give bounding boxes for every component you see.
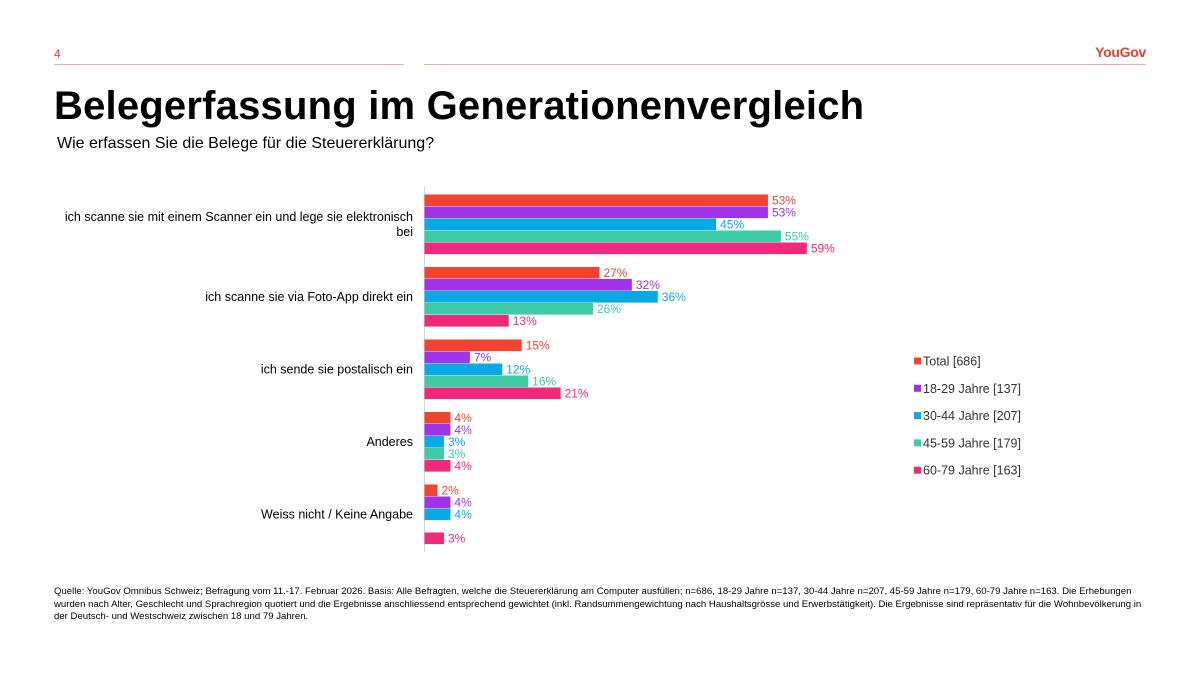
- data-label: 32%: [636, 278, 660, 292]
- bar: [424, 484, 438, 497]
- bar: [424, 387, 561, 400]
- chart-legend: Total [686] 18-29 Jahre [137] 30-44 Jahre …: [914, 355, 1021, 478]
- legend-swatch: [914, 466, 921, 474]
- bar: [424, 206, 768, 219]
- bar: [424, 448, 444, 460]
- bars: [424, 194, 807, 545]
- data-label: 45%: [720, 218, 744, 232]
- bar: [424, 424, 451, 436]
- category-label: Anderes: [366, 435, 413, 449]
- bar: [424, 532, 444, 545]
- legend-label: 45-59 Jahre [179]: [923, 436, 1021, 450]
- legend-swatch: [914, 439, 921, 447]
- data-label: 53%: [772, 206, 796, 220]
- yougov-logo: YouGov: [1095, 44, 1146, 60]
- data-label: 2%: [441, 484, 459, 498]
- data-label: 15%: [526, 339, 550, 353]
- data-label: 7%: [474, 351, 492, 365]
- data-label: 55%: [785, 230, 809, 244]
- bar: [424, 496, 451, 509]
- bar: [424, 315, 509, 327]
- page-title: Belegerfassung im Generationenvergleich: [54, 84, 865, 128]
- legend-label: Total [686]: [923, 355, 981, 369]
- header-rule-left: [54, 64, 404, 65]
- category-label: ich sende sie postalisch ein: [261, 363, 413, 377]
- data-label: 3%: [448, 435, 466, 449]
- page-subtitle: Wie erfassen Sie die Belege für die Steu…: [57, 135, 435, 152]
- bar: [424, 460, 451, 472]
- category-label: ich scanne sie mit einem Scanner ein und…: [65, 210, 413, 224]
- bar: [424, 279, 632, 291]
- legend-swatch: [914, 384, 921, 392]
- bar: [424, 508, 451, 521]
- footnote: Quelle: YouGov Omnibus Schweiz; Befragun…: [54, 586, 1142, 622]
- bar: [424, 412, 451, 424]
- legend-label: 30-44 Jahre [207]: [923, 409, 1021, 423]
- bar: [424, 351, 470, 364]
- data-label: 13%: [513, 314, 537, 328]
- data-label: 4%: [454, 496, 472, 510]
- bar: [424, 194, 768, 207]
- value-labels: 53%53% 45% 55%59% 27% 32%36% 26% 13% 15% 7% 12%16…: [441, 194, 835, 546]
- header-rule-right: [424, 64, 1146, 65]
- category-labels: ich scanne sie mit einem Scanner ein und…: [65, 210, 413, 522]
- bar: [424, 267, 600, 279]
- data-label: 12%: [506, 363, 530, 377]
- bar: [424, 436, 444, 448]
- data-label: 16%: [532, 375, 556, 389]
- bar: [424, 242, 807, 255]
- data-label: 4%: [454, 423, 472, 437]
- category-label: Weiss nicht / Keine Angabe: [261, 508, 413, 522]
- data-label: 26%: [597, 302, 621, 316]
- category-label: ich scanne sie via Foto-App direkt ein: [205, 290, 413, 304]
- category-label: bei: [396, 225, 413, 239]
- bar: [424, 363, 503, 376]
- data-label: 59%: [811, 242, 835, 256]
- data-label: 4%: [454, 508, 472, 522]
- legend-label: 18-29 Jahre [137]: [923, 382, 1021, 396]
- data-label: 3%: [448, 447, 466, 461]
- data-label: 27%: [603, 266, 627, 280]
- bar: [424, 230, 781, 243]
- bar: [424, 339, 522, 352]
- page-number: 4: [54, 47, 61, 61]
- bar: [424, 303, 593, 315]
- data-label: 36%: [662, 290, 686, 304]
- bar: [424, 218, 717, 231]
- data-label: 4%: [454, 459, 472, 473]
- data-label: 21%: [565, 387, 589, 401]
- legend-swatch: [914, 412, 921, 420]
- bar: [424, 291, 658, 303]
- legend-label: 60-79 Jahre [163]: [923, 464, 1021, 478]
- legend-swatch: [914, 357, 921, 365]
- data-label: 53%: [772, 194, 796, 208]
- data-label: 4%: [454, 411, 472, 425]
- data-label: 3%: [448, 532, 466, 546]
- bar: [424, 375, 529, 388]
